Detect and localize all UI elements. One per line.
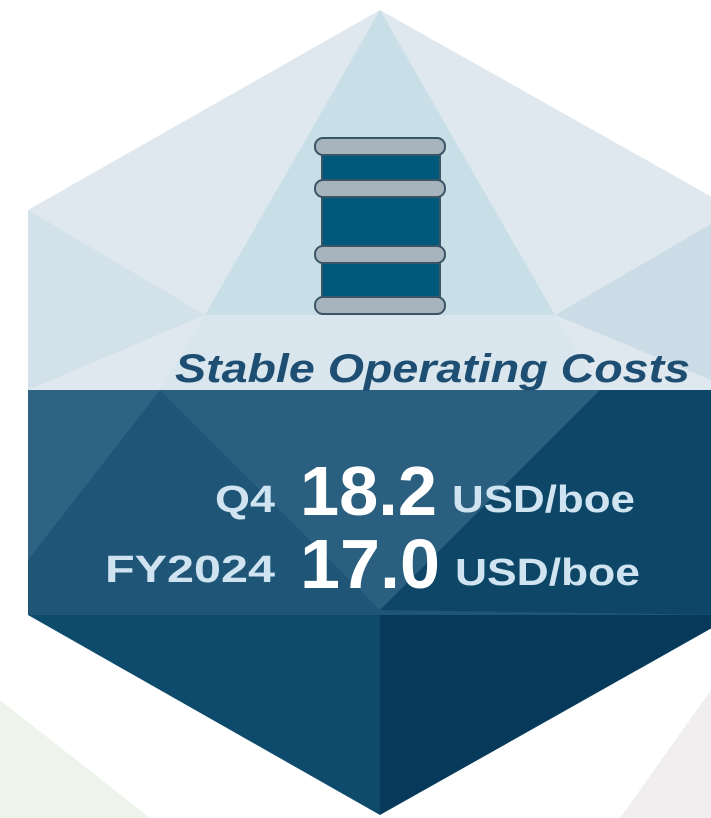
row-unit: USD/boe <box>455 552 640 594</box>
row-label: Q4 <box>215 479 275 521</box>
row-unit: USD/boe <box>452 479 635 521</box>
row-label: FY2024 <box>105 549 275 591</box>
row-value: 17.0 <box>300 525 440 603</box>
row-value: 18.2 <box>300 452 437 530</box>
title: Stable Operating Costs <box>175 347 690 391</box>
barrel-icon <box>314 137 446 315</box>
hexagon-background <box>0 10 711 818</box>
